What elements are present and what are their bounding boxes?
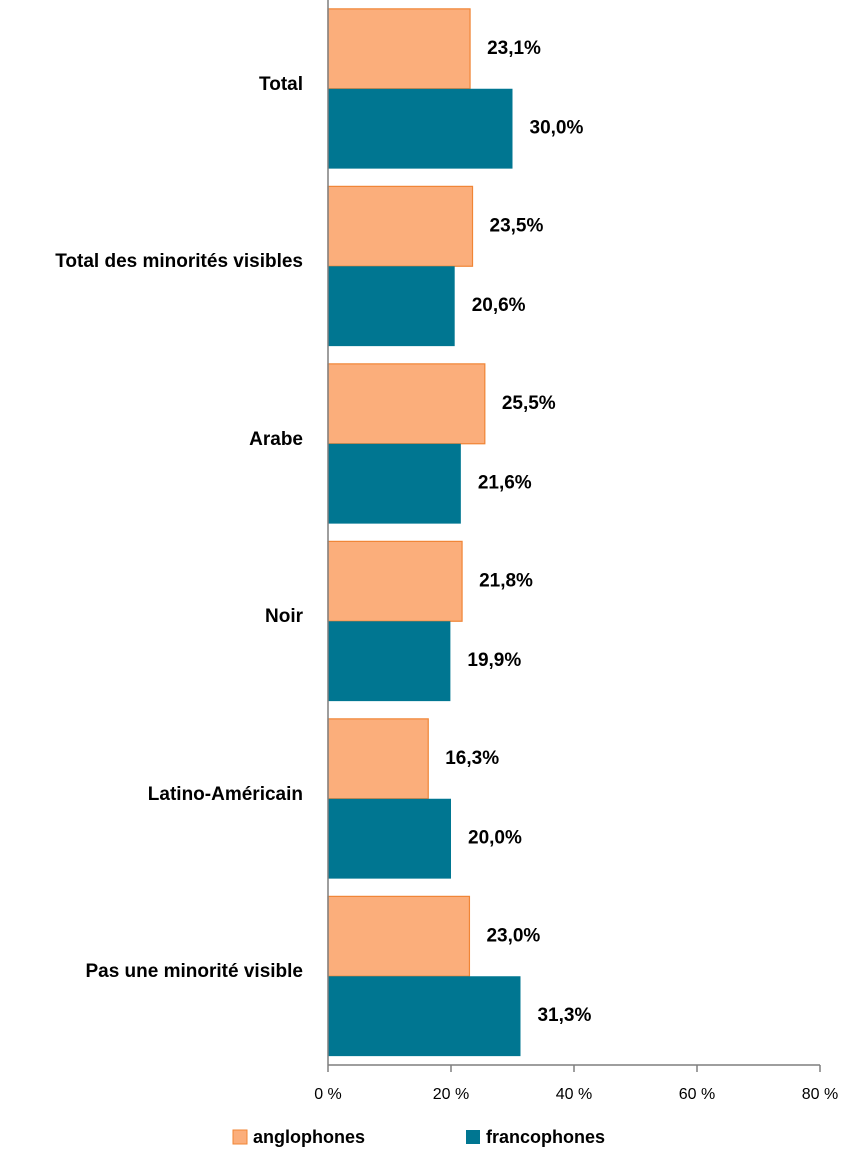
bar [327, 363, 486, 445]
bar [327, 8, 471, 90]
category-label: Pas une minorité visible [85, 961, 303, 983]
x-tick-label: 80 % [802, 1086, 838, 1103]
category-label: Noir [265, 606, 303, 628]
legend-label: francophones [486, 1127, 605, 1147]
value-label: 20,0% [468, 828, 522, 849]
bar [328, 443, 461, 524]
value-label: 20,6% [472, 295, 526, 316]
bar [328, 266, 455, 347]
legend-swatch [232, 1129, 248, 1145]
value-label: 19,9% [467, 650, 521, 671]
legend-swatch [466, 1130, 480, 1144]
category-label: Total [259, 73, 303, 95]
x-tick-label: 20 % [433, 1086, 469, 1103]
value-label: 23,1% [487, 38, 541, 59]
bar [327, 718, 429, 800]
x-tick-label: 0 % [314, 1086, 342, 1103]
value-label: 23,5% [490, 215, 544, 236]
x-tick-label: 60 % [679, 1086, 715, 1103]
value-label: 16,3% [445, 748, 499, 769]
bar [327, 540, 463, 622]
value-label: 21,6% [478, 473, 532, 494]
bar [328, 621, 451, 702]
bar [328, 976, 521, 1057]
category-label: Arabe [249, 428, 303, 450]
value-label: 31,3% [537, 1005, 591, 1026]
x-tick-label: 40 % [556, 1086, 592, 1103]
value-label: 23,0% [486, 925, 540, 946]
bar [328, 88, 513, 169]
bar [327, 895, 471, 977]
bar [328, 798, 451, 879]
value-label: 30,0% [530, 118, 584, 139]
category-label: Total des minorités visibles [55, 251, 303, 273]
value-label: 21,8% [479, 570, 533, 591]
bar [327, 185, 474, 267]
legend-label: anglophones [253, 1127, 365, 1147]
value-label: 25,5% [502, 393, 556, 414]
category-label: Latino-Américain [147, 783, 303, 805]
